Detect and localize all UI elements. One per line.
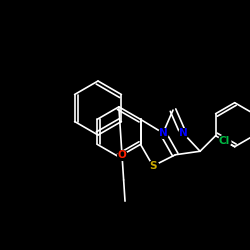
- Text: O: O: [118, 150, 126, 160]
- Text: Cl: Cl: [219, 136, 230, 146]
- Text: N: N: [159, 128, 168, 138]
- Text: N: N: [178, 128, 188, 138]
- Text: S: S: [149, 161, 157, 171]
